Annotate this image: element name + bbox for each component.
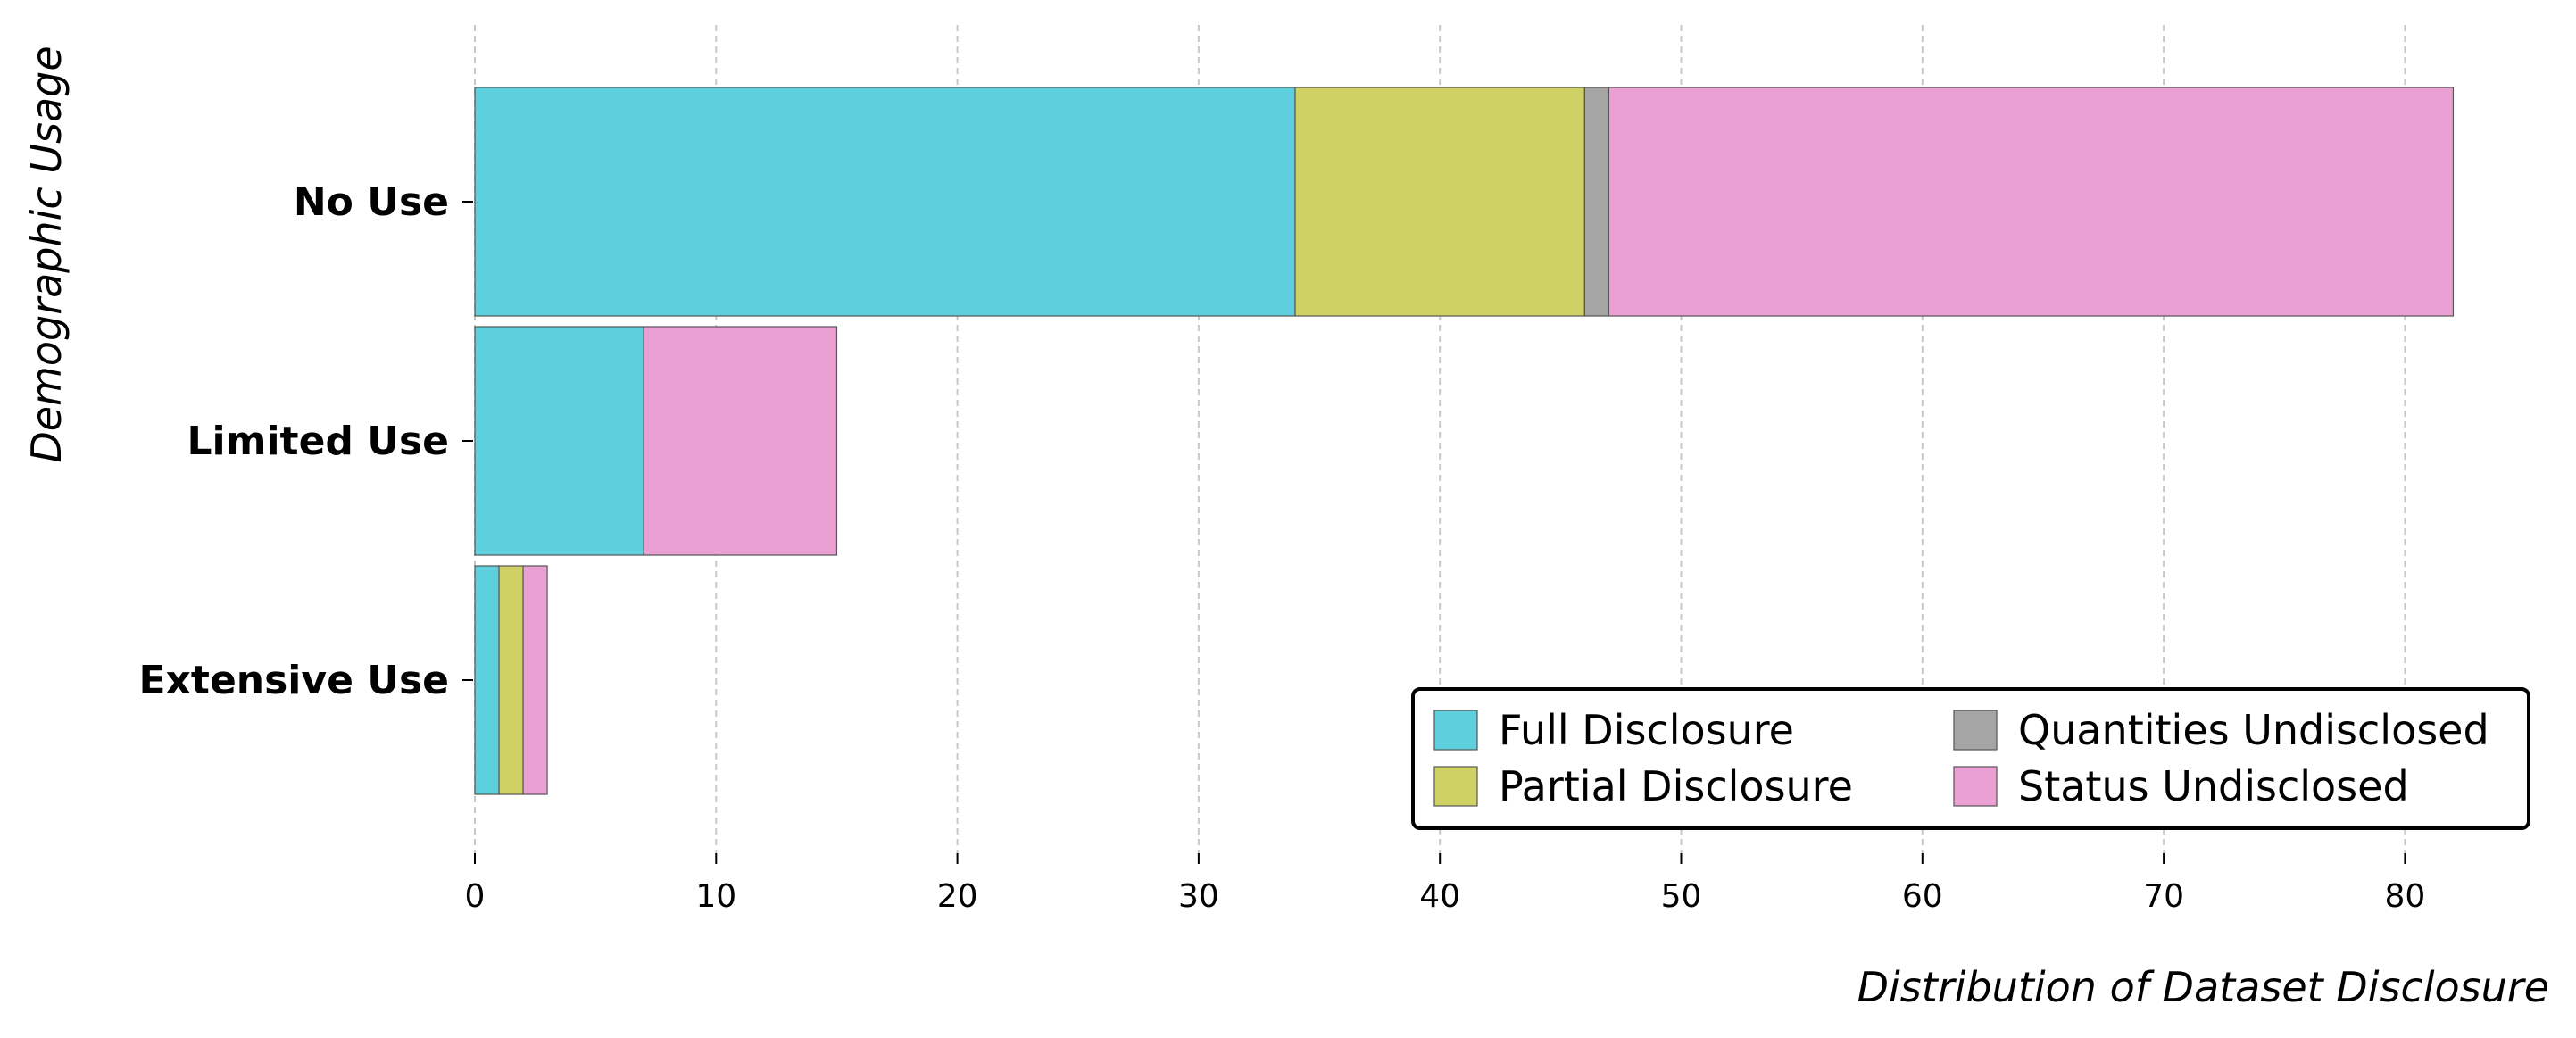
legend-swatch <box>1433 710 1478 751</box>
legend-label: Partial Disclosure <box>1499 762 1853 810</box>
legend-label: Status Undisclosed <box>2018 762 2409 810</box>
legend-label: Full Disclosure <box>1499 706 1794 754</box>
legend-swatch <box>1953 710 1998 751</box>
x-tick-label: 40 <box>1419 878 1460 915</box>
legend-swatch <box>1953 766 1998 807</box>
x-tick-label: 50 <box>1661 878 1702 915</box>
x-tick-label: 10 <box>695 878 736 915</box>
x-axis-title: Distribution of Dataset Disclosure <box>1857 963 2549 1011</box>
bar-segment <box>1294 87 1585 317</box>
y-axis-title: Demographic Usage <box>22 46 71 462</box>
y-tick-label: Limited Use <box>187 419 450 464</box>
x-tick-label: 70 <box>2143 878 2184 915</box>
x-tick-label: 80 <box>2384 878 2425 915</box>
x-tick-label: 20 <box>937 878 978 915</box>
bars <box>474 87 2455 795</box>
bar-segment <box>474 87 1296 317</box>
legend-label: Quantities Undisclosed <box>2018 706 2489 754</box>
bar-segment <box>498 565 524 795</box>
y-tick-label: Extensive Use <box>138 658 449 703</box>
bar-segment <box>474 565 500 795</box>
x-tick-label: 0 <box>465 878 486 915</box>
axes: 0 10 20 30 40 50 60 70 80 No Use Limited Use Extens… <box>138 179 2425 915</box>
legend-frame <box>1411 687 2530 830</box>
bar-segment <box>643 326 838 556</box>
bar-segment <box>1608 87 2455 317</box>
legend: Full Disclosure Partial Disclosure Quantit… <box>1411 687 2530 830</box>
bar-segment <box>522 565 548 795</box>
x-tick-label: 60 <box>1902 878 1943 915</box>
bar-segment <box>474 326 644 556</box>
y-tick-label: No Use <box>294 179 449 225</box>
legend-swatch <box>1433 766 1478 807</box>
bar-segment <box>1583 87 1610 317</box>
x-tick-label: 30 <box>1178 878 1219 915</box>
